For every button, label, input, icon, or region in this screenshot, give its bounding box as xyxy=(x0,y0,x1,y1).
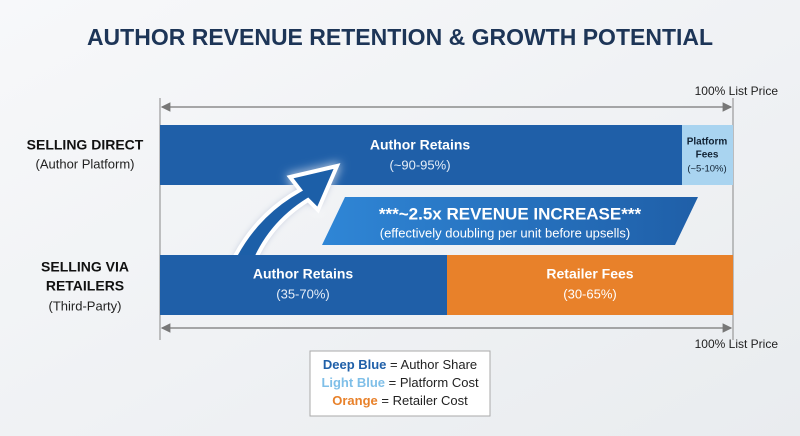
segment-sublabel: (~90-95%) xyxy=(389,157,450,172)
row-label: RETAILERS xyxy=(46,278,124,294)
row-label: SELLING DIRECT xyxy=(27,137,144,153)
legend-text: = Platform Cost xyxy=(389,375,479,390)
bar-segment xyxy=(682,125,733,185)
segment-label: Platform xyxy=(687,137,728,148)
banner xyxy=(322,197,698,245)
legend-item: Deep Blue = Author Share xyxy=(323,357,477,372)
title: AUTHOR REVENUE RETENTION & GROWTH POTENT… xyxy=(87,24,713,50)
axis-label: 100% List Price xyxy=(695,84,779,98)
segment-label: Retailer Fees xyxy=(546,266,633,282)
legend-item: Orange = Retailer Cost xyxy=(332,393,468,408)
legend-item: Light Blue = Platform Cost xyxy=(321,375,479,390)
segment-sublabel: (~5-10%) xyxy=(687,164,726,175)
banner-subline: (effectively doubling per unit before up… xyxy=(380,225,631,240)
legend-key: Light Blue xyxy=(321,375,385,390)
row-label: SELLING VIA xyxy=(41,259,129,275)
bar-segment xyxy=(160,125,682,185)
segment-label: Fees xyxy=(696,150,719,161)
segment-label: Author Retains xyxy=(370,137,471,153)
legend xyxy=(309,350,491,417)
legend-text: = Retailer Cost xyxy=(381,393,468,408)
legend-text: = Author Share xyxy=(390,357,477,372)
row-sublabel: (Author Platform) xyxy=(36,156,135,171)
banner-headline: ***~2.5x REVENUE INCREASE*** xyxy=(379,204,642,223)
segment-sublabel: (30-65%) xyxy=(563,286,616,301)
legend-key: Orange xyxy=(332,393,378,408)
row-sublabel: (Third-Party) xyxy=(49,298,122,313)
segment-sublabel: (35-70%) xyxy=(276,286,329,301)
growth-arrow xyxy=(229,163,341,271)
axis-label: 100% List Price xyxy=(695,337,779,351)
segment-label: Author Retains xyxy=(253,266,354,282)
legend-key: Deep Blue xyxy=(323,357,387,372)
bar-segment xyxy=(447,255,733,315)
bar-segment xyxy=(160,255,447,315)
